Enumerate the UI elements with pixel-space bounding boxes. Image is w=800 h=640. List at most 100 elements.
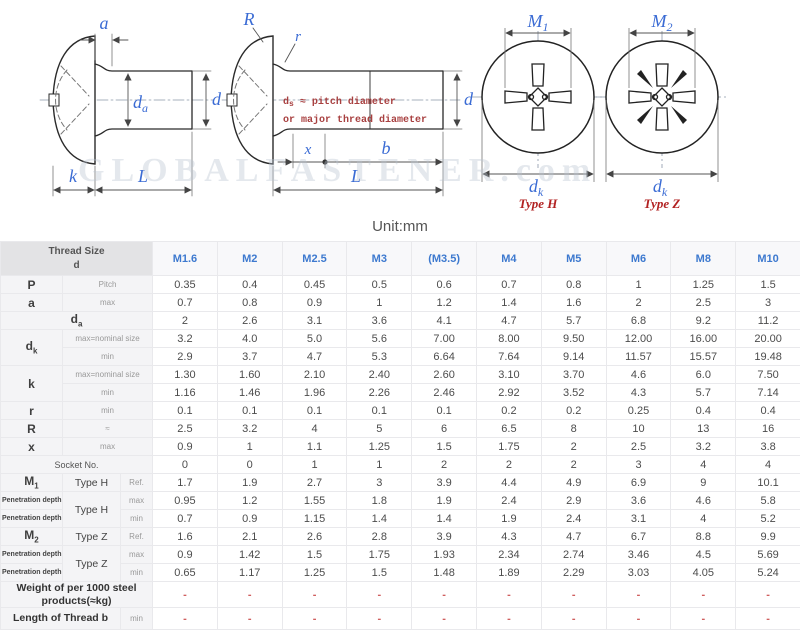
cell-x-M2: 1 (216, 437, 283, 456)
extension-lines (605, 28, 719, 182)
cell-socket-M8: 4 (670, 455, 737, 474)
cell-R-M8: 13 (670, 419, 737, 438)
cell-P-M3.5: 0.6 (411, 275, 478, 294)
row-label-P: Pitch (61, 275, 154, 294)
cell-k-min-M8: 5.7 (670, 383, 737, 402)
column-header-m1.6: M1.6 (152, 241, 218, 276)
cell-penH-max-M8: 4.6 (670, 491, 737, 510)
cell-weight-M1.6: - (152, 580, 218, 609)
cell-penH-max-M6: 3.6 (605, 491, 672, 510)
cell-r-M2: 0.1 (216, 401, 283, 420)
cell-penH-max-M4: 2.4 (476, 491, 542, 510)
cell-r-M6: 0.25 (605, 401, 672, 420)
column-header-m3: M3 (346, 241, 413, 276)
dimension-lines (53, 36, 210, 194)
cell-k-max-M10: 7.50 (735, 365, 800, 384)
corner-line: Thread Size (48, 246, 105, 257)
cell-M2-M2.5: 2.6 (281, 527, 348, 546)
column-header-m2.5: M2.5 (281, 241, 348, 276)
cell-penZ-min-M5: 2.29 (540, 563, 607, 582)
row-label-penZ-max: Type Z (62, 545, 121, 582)
row-label-M1: Ref. (119, 473, 154, 492)
cell-socket-M2: 0 (216, 455, 283, 474)
dim-label-dk: dk (529, 176, 544, 199)
cell-R-M1.6: 2.5 (152, 419, 218, 438)
cell-penH-min-M6: 3.1 (605, 509, 672, 528)
cell-M1-M4: 4.4 (476, 473, 542, 492)
row-label-dk-min: min (61, 347, 154, 366)
row-label-a: max (61, 293, 154, 312)
cell-da-M3.5: 4.1 (411, 311, 478, 330)
cell-dk-min-M6: 11.57 (605, 347, 672, 366)
cell-P-M3: 0.5 (346, 275, 413, 294)
cell-k-min-M4: 2.92 (476, 383, 542, 402)
row-label-k-max: k (0, 365, 63, 402)
dim-label-r: r (295, 29, 301, 45)
cell-penZ-max-M3.5: 1.93 (411, 545, 478, 564)
row-label-k-max: max=nominal size (61, 365, 154, 384)
cell-k-max-M6: 4.6 (605, 365, 672, 384)
cell-M2-M1.6: 1.6 (152, 527, 218, 546)
thread-note-line1: ds ≈ pitch diameter (283, 96, 396, 109)
cell-penH-max-M10: 5.8 (735, 491, 800, 510)
cell-R-M3.5: 6 (411, 419, 478, 438)
cell-penH-min-M5: 2.4 (540, 509, 607, 528)
cell-penH-min-M8: 4 (670, 509, 737, 528)
cell-weight-M6: - (605, 580, 672, 609)
cell-penZ-max-M3: 1.75 (346, 545, 413, 564)
row-label-dk-max: max=nominal size (61, 329, 154, 348)
row-label-M1: M1 (0, 473, 63, 492)
cell-k-max-M5: 3.70 (540, 365, 607, 384)
dim-origin-dot (322, 159, 328, 165)
cell-a-M2: 0.8 (216, 293, 283, 312)
cell-weight-M3.5: - (411, 580, 478, 609)
cell-R-M2: 3.2 (216, 419, 283, 438)
cell-r-M5: 0.2 (540, 401, 607, 420)
recess-slot-notch (226, 93, 238, 107)
cell-dk-min-M2.5: 4.7 (281, 347, 348, 366)
cell-k-min-M3: 2.26 (346, 383, 413, 402)
dim-label-L: L (137, 166, 148, 186)
row-label-penZ-min: min (119, 563, 154, 582)
cell-x-M2.5: 1.1 (281, 437, 348, 456)
cell-penH-min-M2.5: 1.15 (281, 509, 348, 528)
cell-x-M5: 2 (540, 437, 607, 456)
cell-weight-M4: - (476, 580, 542, 609)
cell-length-b-M8: - (670, 607, 737, 631)
cell-length-b-M3: - (346, 607, 413, 631)
cell-M1-M10: 10.1 (735, 473, 800, 492)
cell-dk-min-M8: 15.57 (670, 347, 737, 366)
cell-a-M6: 2 (605, 293, 672, 312)
cell-penH-max-M5: 2.9 (540, 491, 607, 510)
row-label-penZ-min: Penetration depth (0, 563, 63, 582)
cell-P-M10: 1.5 (735, 275, 800, 294)
pozidriv-ticks (637, 70, 687, 124)
cell-r-M4: 0.2 (476, 401, 542, 420)
cell-socket-M2.5: 1 (281, 455, 348, 474)
cell-penZ-max-M4: 2.34 (476, 545, 542, 564)
cell-dk-max-M4: 8.00 (476, 329, 542, 348)
cell-M1-M2: 1.9 (216, 473, 283, 492)
cell-length-b-M6: - (605, 607, 672, 631)
cell-a-M3: 1 (346, 293, 413, 312)
cell-penZ-max-M1.6: 0.9 (152, 545, 218, 564)
cell-k-min-M2.5: 1.96 (281, 383, 348, 402)
cell-P-M2.5: 0.45 (281, 275, 348, 294)
cell-dk-min-M5: 9.14 (540, 347, 607, 366)
cell-penZ-min-M4: 1.89 (476, 563, 542, 582)
head-view-type-z: M2 dk Type Z (596, 11, 728, 211)
cell-penH-min-M4: 1.9 (476, 509, 542, 528)
cell-penZ-min-M6: 3.03 (605, 563, 672, 582)
cell-dk-min-M3: 5.3 (346, 347, 413, 366)
cell-length-b-M10: - (735, 607, 800, 631)
cell-penH-min-M1.6: 0.7 (152, 509, 218, 528)
cell-k-min-M10: 7.14 (735, 383, 800, 402)
row-label-M2: Type Z (62, 527, 121, 546)
cell-da-M4: 4.7 (476, 311, 542, 330)
cell-x-M6: 2.5 (605, 437, 672, 456)
cell-a-M5: 1.6 (540, 293, 607, 312)
row-label-socket: Socket No. (0, 455, 154, 474)
cell-da-M1.6: 2 (152, 311, 218, 330)
row-label-k-min: min (61, 383, 154, 402)
cell-r-M3.5: 0.1 (411, 401, 478, 420)
